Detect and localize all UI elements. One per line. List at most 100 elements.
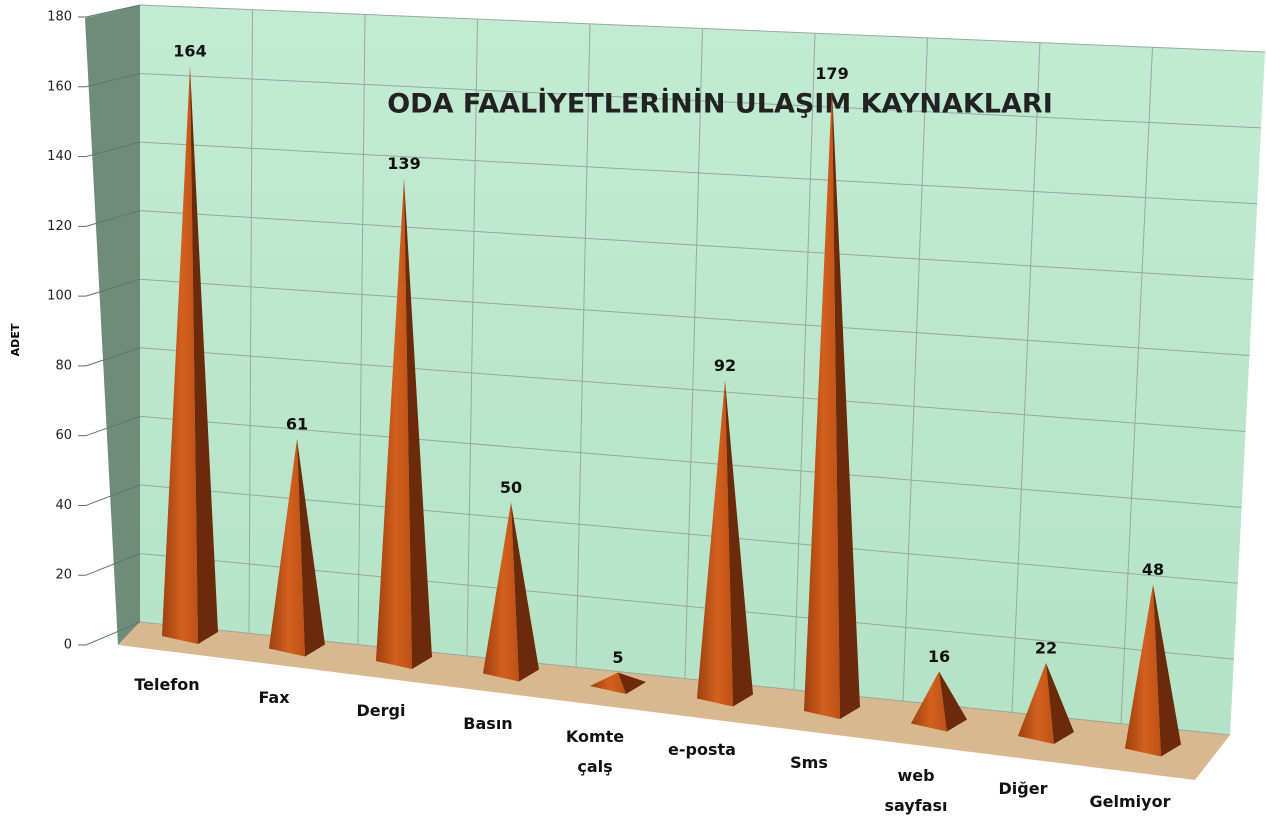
pyramid — [162, 66, 218, 644]
pyramid-right-face — [939, 671, 967, 732]
y-tick-label: 80 — [55, 358, 72, 373]
grid-line — [139, 4, 1266, 53]
grid-line — [139, 73, 1262, 129]
y-tick-label: 180 — [47, 10, 72, 25]
y-axis-label: ADET — [9, 323, 22, 356]
side-grid-line — [85, 484, 141, 506]
side-grid-line — [85, 141, 141, 158]
value-label: 16 — [928, 647, 950, 666]
y-tick-label: 0 — [64, 638, 72, 653]
wall-divider — [248, 9, 253, 634]
grid-line — [139, 278, 1250, 357]
y-tick-label: 100 — [47, 289, 72, 304]
grid-line — [139, 484, 1238, 584]
grid-line — [139, 415, 1242, 508]
pyramid-base-tint — [1125, 584, 1161, 757]
pyramid — [376, 178, 432, 669]
y-tick-label: 20 — [55, 568, 72, 583]
y-tick-label: 120 — [47, 219, 72, 234]
value-label: 179 — [815, 64, 848, 83]
x-tick-label: Dergi — [356, 701, 406, 720]
pyramid-left-face — [1018, 663, 1054, 744]
x-tick-label: Telefon — [134, 675, 200, 694]
pyramid-left-face — [804, 88, 840, 719]
pyramid — [590, 672, 646, 694]
side-grid-line — [85, 552, 141, 576]
side-grid-line — [85, 347, 141, 367]
pyramid — [1018, 663, 1074, 744]
side-grid-line — [85, 210, 141, 227]
pyramid-right-face — [1046, 663, 1074, 744]
pyramid-right-face — [618, 672, 646, 694]
value-label: 61 — [286, 415, 308, 434]
pyramid-right-face — [297, 439, 325, 657]
wall-divider — [684, 28, 703, 679]
wall-divider — [902, 37, 928, 702]
y-tick-label: 60 — [55, 428, 72, 443]
pyramid-base-tint — [162, 66, 198, 644]
x-tick-label: e-posta — [668, 740, 736, 759]
pyramid-left-face — [1125, 584, 1161, 757]
pyramid-base-tint — [269, 439, 305, 657]
value-label: 92 — [714, 356, 736, 375]
side-grid-line — [85, 73, 141, 88]
y-tick-label: 40 — [55, 498, 72, 513]
x-tick-label: Fax — [258, 688, 290, 707]
wall-divider — [793, 33, 816, 690]
pyramid-base-tint — [590, 672, 626, 694]
x-tick-label: Diğer — [998, 779, 1048, 798]
chart-title: ODA FAALİYETLERİNİN ULAŞIM KAYNAKLARI — [387, 88, 1053, 120]
wall-divider — [1120, 47, 1153, 724]
wall-divider — [1011, 42, 1041, 713]
pyramid — [911, 671, 967, 732]
pyramid-right-face — [511, 502, 539, 682]
value-label: 48 — [1142, 560, 1164, 579]
wall-divider — [575, 23, 591, 668]
pyramid — [697, 380, 753, 707]
pyramid-left-face — [162, 66, 198, 644]
pyramid-right-face — [1153, 584, 1181, 757]
side-grid-line — [85, 621, 141, 646]
pyramid-left-face — [911, 671, 947, 732]
wall-divider — [466, 19, 478, 656]
pyramid — [483, 502, 539, 682]
pyramid-right-face — [725, 380, 753, 707]
grid-line — [139, 141, 1258, 205]
value-label: 164 — [173, 42, 206, 61]
side-grid-line — [85, 278, 141, 297]
side-grid-line — [85, 4, 141, 18]
pyramid-base-tint — [1018, 663, 1054, 744]
value-label: 50 — [500, 478, 522, 497]
side-grid-line — [85, 415, 141, 437]
pyramid — [269, 439, 325, 657]
grid-line — [139, 552, 1234, 660]
pyramid — [804, 88, 860, 719]
pyramid-right-face — [832, 88, 860, 719]
pyramid-left-face — [590, 672, 626, 694]
x-tick-label: web sayfası — [884, 766, 948, 815]
value-label: 22 — [1035, 639, 1057, 658]
value-label: 139 — [387, 154, 420, 173]
grid-line — [139, 347, 1246, 432]
pyramid-left-face — [269, 439, 305, 657]
pyramid-base-tint — [697, 380, 733, 707]
pyramid-right-face — [404, 178, 432, 669]
pyramid-base-tint — [483, 502, 519, 682]
wall-divider — [357, 14, 366, 645]
pyramid-left-face — [376, 178, 412, 669]
x-tick-label: Gelmiyor — [1089, 792, 1171, 811]
x-tick-label: Komte çalş — [565, 727, 625, 776]
value-label: 5 — [612, 648, 623, 667]
pyramid — [1125, 584, 1181, 757]
pyramid-left-face — [483, 502, 519, 682]
grid-line — [139, 210, 1254, 281]
wall-dividers — [248, 9, 1153, 724]
pyramid-base-tint — [804, 88, 840, 719]
x-tick-label: Sms — [790, 753, 828, 772]
pyramid-left-face — [697, 380, 733, 707]
side-wall — [85, 5, 140, 645]
pyramid-base-tint — [911, 671, 947, 732]
y-tick-label: 140 — [47, 149, 72, 164]
